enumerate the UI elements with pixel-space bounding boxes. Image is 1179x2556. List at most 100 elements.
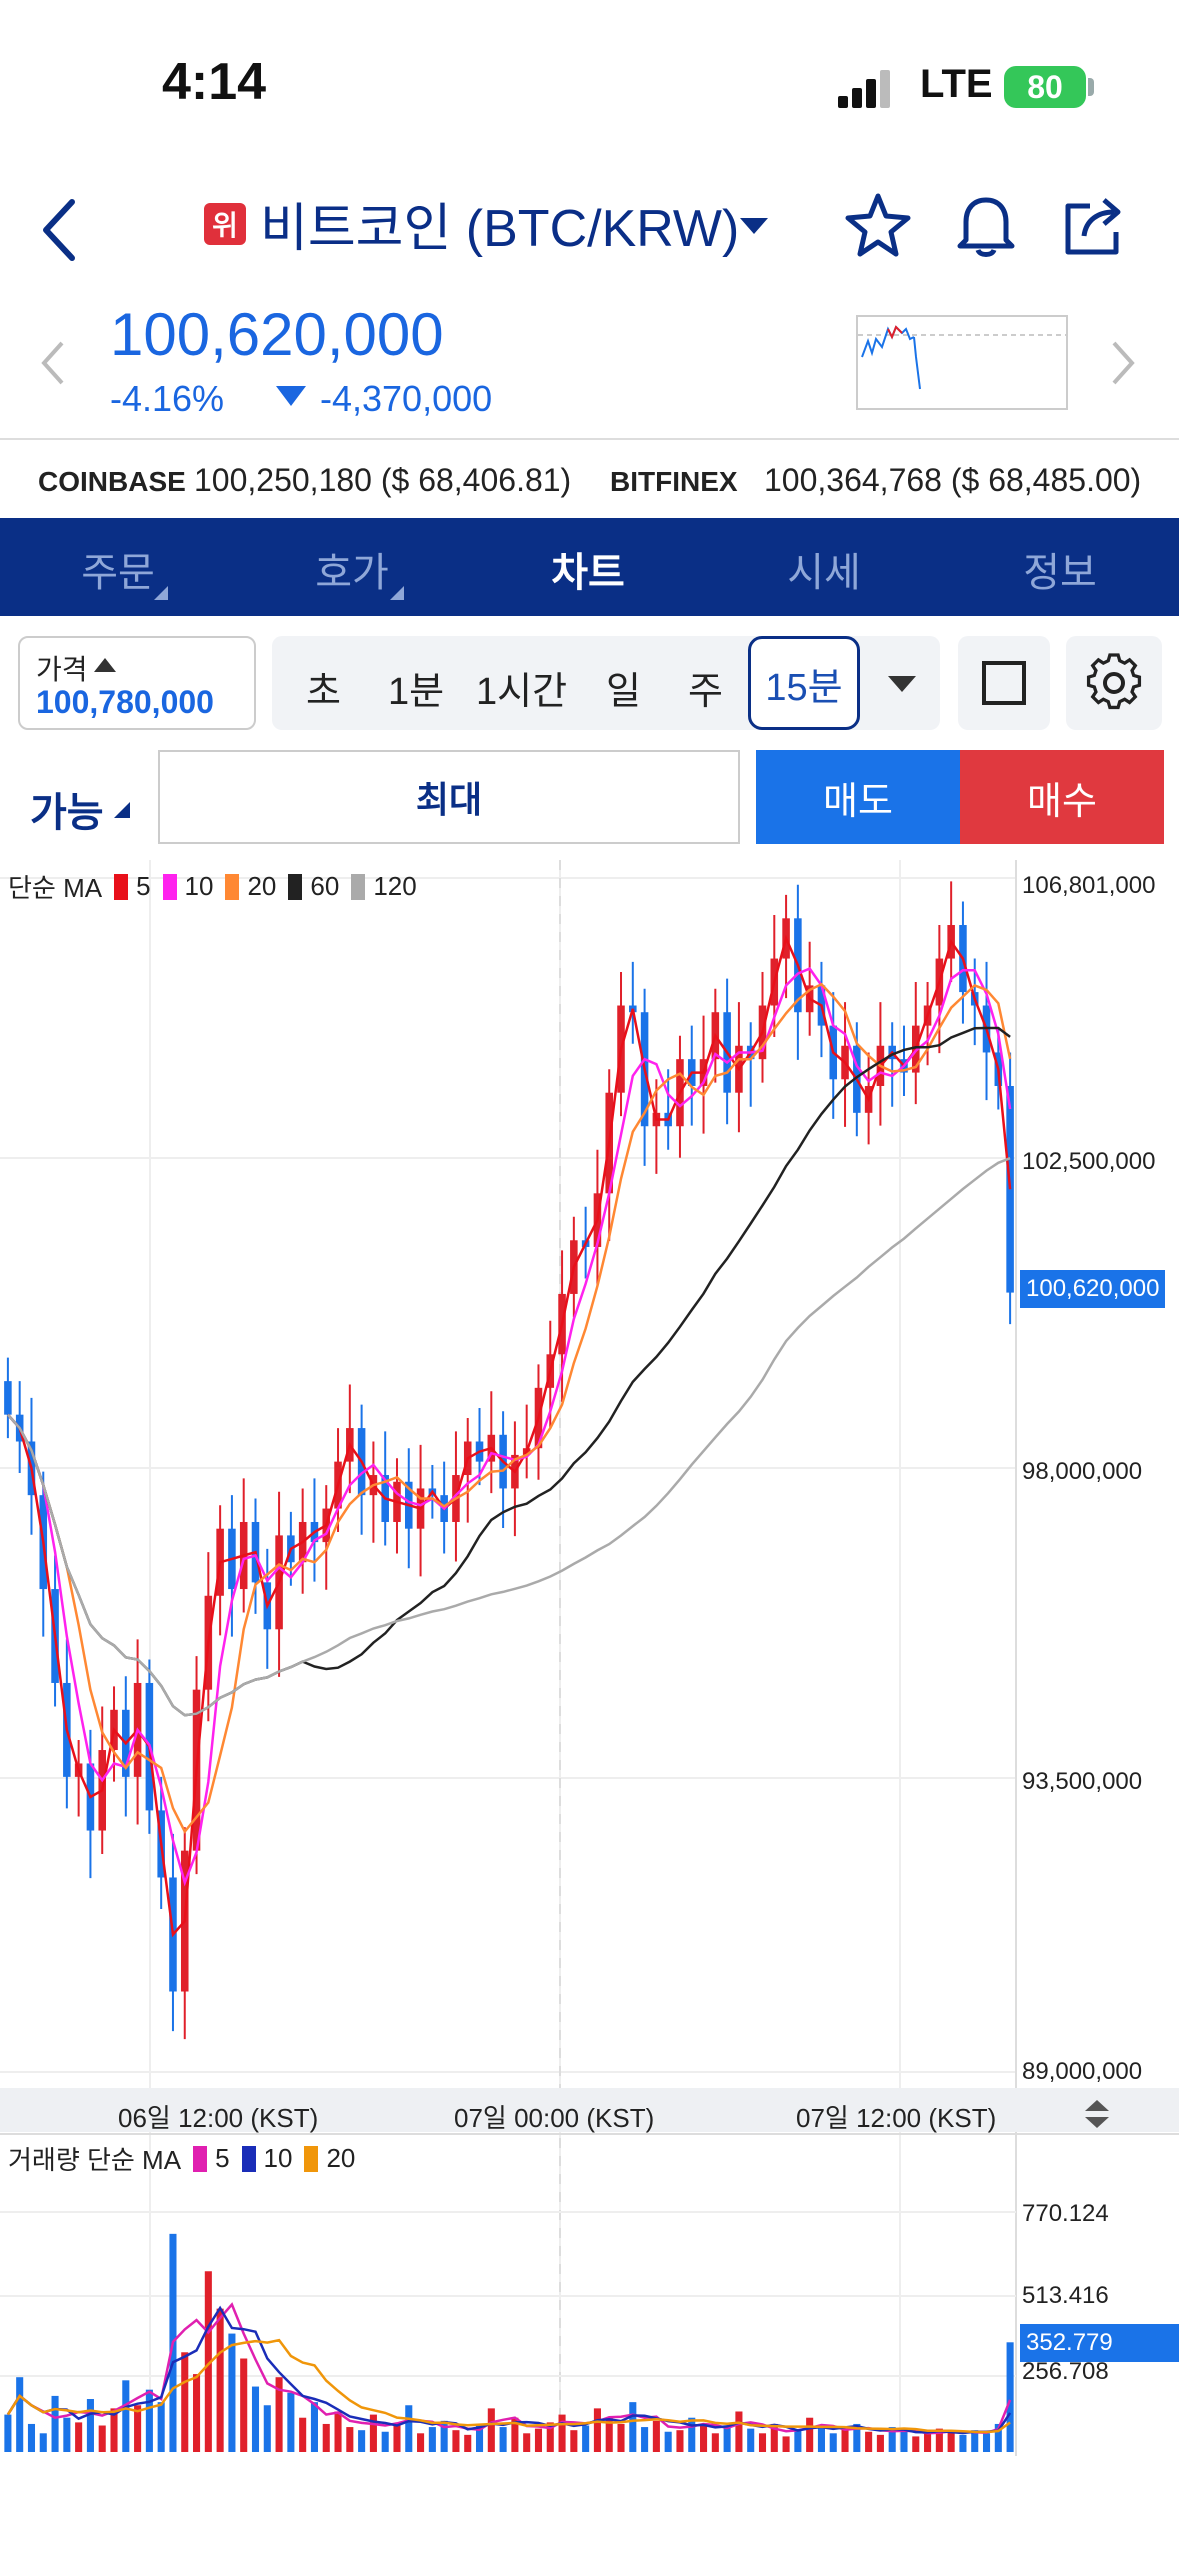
ma-legend-item: 20 bbox=[213, 871, 276, 902]
volume-bar bbox=[865, 2431, 873, 2452]
tab-bar bbox=[0, 518, 1179, 616]
available-label[interactable]: 가능 bbox=[30, 791, 104, 835]
tab-chart[interactable]: 차트 bbox=[551, 551, 625, 595]
volume-bar bbox=[770, 2423, 778, 2452]
volume-bar bbox=[935, 2428, 943, 2452]
volume-bar bbox=[122, 2380, 130, 2452]
sell-button[interactable]: 매도 bbox=[756, 750, 960, 844]
vol-legend-item: 5 bbox=[181, 2143, 230, 2174]
volume-bar bbox=[464, 2434, 472, 2452]
ma-lines bbox=[6, 934, 1012, 1938]
period-week[interactable]: 주 bbox=[688, 671, 723, 713]
volume-bar bbox=[676, 2430, 684, 2452]
volume-bar bbox=[900, 2430, 908, 2452]
ma20-label: 20 bbox=[247, 871, 277, 901]
max-button[interactable]: 최대 bbox=[158, 750, 740, 844]
battery-level: 80 bbox=[1027, 68, 1063, 105]
y-tick-label: 102,500,000 bbox=[1022, 1148, 1156, 1175]
volume-bar bbox=[888, 2427, 896, 2452]
volume-bar bbox=[39, 2433, 47, 2452]
vol-ma10-swatch bbox=[241, 2145, 256, 2172]
battery-icon: 80 bbox=[1004, 66, 1086, 108]
ma10-label: 10 bbox=[184, 871, 214, 901]
status-time: 4:14 bbox=[162, 53, 267, 111]
volume-bar bbox=[51, 2395, 59, 2452]
star-icon[interactable] bbox=[844, 192, 912, 260]
volume-bar bbox=[546, 2422, 554, 2452]
volume-bar bbox=[924, 2433, 932, 2452]
prev-coin-icon[interactable] bbox=[40, 340, 66, 386]
period-day[interactable]: 일 bbox=[606, 671, 641, 713]
volume-bar bbox=[193, 2374, 201, 2452]
volume-bar bbox=[487, 2408, 495, 2452]
vol-ma5-swatch bbox=[193, 2145, 208, 2172]
volume-bar bbox=[369, 2414, 377, 2452]
volume-bar bbox=[98, 2425, 106, 2452]
vol-ma20-label: 20 bbox=[326, 2143, 356, 2173]
chart-settings-button[interactable] bbox=[1066, 636, 1162, 730]
ma60-label: 60 bbox=[310, 871, 340, 901]
bell-icon[interactable] bbox=[952, 192, 1020, 260]
volume-bar bbox=[747, 2428, 755, 2452]
share-icon[interactable] bbox=[1060, 192, 1128, 260]
page-title[interactable]: 비트코인 (BTC/KRW) bbox=[260, 200, 740, 258]
period-tick[interactable]: 초 bbox=[306, 671, 341, 713]
volume-bar bbox=[287, 2392, 295, 2452]
volume-bar bbox=[853, 2423, 861, 2452]
tab-orderbook[interactable]: 호가 bbox=[315, 551, 389, 595]
ma60-swatch bbox=[288, 873, 303, 900]
triangle-up-icon bbox=[94, 658, 116, 672]
chevron-down-icon[interactable] bbox=[740, 218, 768, 236]
volume-bar bbox=[534, 2428, 543, 2452]
volume-bar bbox=[428, 2427, 436, 2452]
volume-bar bbox=[605, 2417, 613, 2452]
exchange-row bbox=[0, 438, 1179, 518]
signal-icon bbox=[838, 70, 890, 108]
ma-legend-item: 10 bbox=[151, 871, 214, 902]
volume-bar bbox=[322, 2423, 330, 2452]
back-icon[interactable] bbox=[40, 198, 80, 262]
volume-bar bbox=[593, 2408, 601, 2452]
period-1min[interactable]: 1분 bbox=[388, 671, 445, 713]
volume-ma-line-20 bbox=[6, 2338, 1011, 2434]
ma-legend-item: 5 bbox=[102, 871, 151, 902]
ma-legend: 단순 MA 5 10 20 60 120 bbox=[8, 868, 417, 905]
volume-bar bbox=[381, 2431, 389, 2452]
volume-bar bbox=[558, 2414, 566, 2452]
volume-ma-lines bbox=[6, 2302, 1012, 2435]
volume-bar bbox=[393, 2423, 401, 2452]
down-triangle-icon bbox=[276, 386, 306, 406]
vol-legend-item: 20 bbox=[292, 2143, 355, 2174]
price-chart[interactable] bbox=[0, 860, 1179, 2460]
tab-order[interactable]: 주문 bbox=[81, 551, 155, 595]
volume-bar bbox=[499, 2427, 507, 2452]
candle-body bbox=[4, 1381, 12, 1415]
buy-button[interactable]: 매수 bbox=[960, 750, 1164, 844]
volume-bar bbox=[275, 2377, 283, 2452]
volume-bar bbox=[86, 2399, 94, 2452]
period-dropdown-icon[interactable] bbox=[888, 676, 916, 694]
tab-market[interactable]: 시세 bbox=[787, 551, 861, 595]
change-amount: -4,370,000 bbox=[320, 378, 493, 419]
volume-bar bbox=[912, 2436, 920, 2452]
battery-tip bbox=[1088, 78, 1094, 96]
axis-scale-icon[interactable] bbox=[1082, 2098, 1112, 2130]
volume-bar bbox=[794, 2430, 802, 2452]
ma-legend-item: 120 bbox=[339, 871, 417, 902]
period-1hour[interactable]: 1시간 bbox=[476, 671, 568, 713]
volume-bar bbox=[145, 2389, 153, 2452]
tab-info[interactable]: 정보 bbox=[1023, 551, 1097, 595]
x-tick-label: 06일 12:00 (KST) bbox=[118, 2103, 319, 2133]
chart-type-button[interactable] bbox=[958, 636, 1050, 730]
price-box[interactable] bbox=[18, 636, 256, 730]
volume-bar bbox=[817, 2427, 825, 2452]
period-selected[interactable]: 15분 bbox=[748, 636, 860, 730]
volume-bar bbox=[452, 2430, 460, 2452]
ma-line-10 bbox=[6, 967, 1012, 1887]
tab-orderbook-corner bbox=[390, 586, 404, 600]
mini-chart[interactable] bbox=[856, 315, 1068, 410]
volume-bar bbox=[782, 2436, 790, 2452]
y-tick-label: 93,500,000 bbox=[1022, 1768, 1143, 1795]
next-coin-icon[interactable] bbox=[1110, 340, 1136, 386]
y-tick-label: 106,801,000 bbox=[1022, 872, 1156, 899]
